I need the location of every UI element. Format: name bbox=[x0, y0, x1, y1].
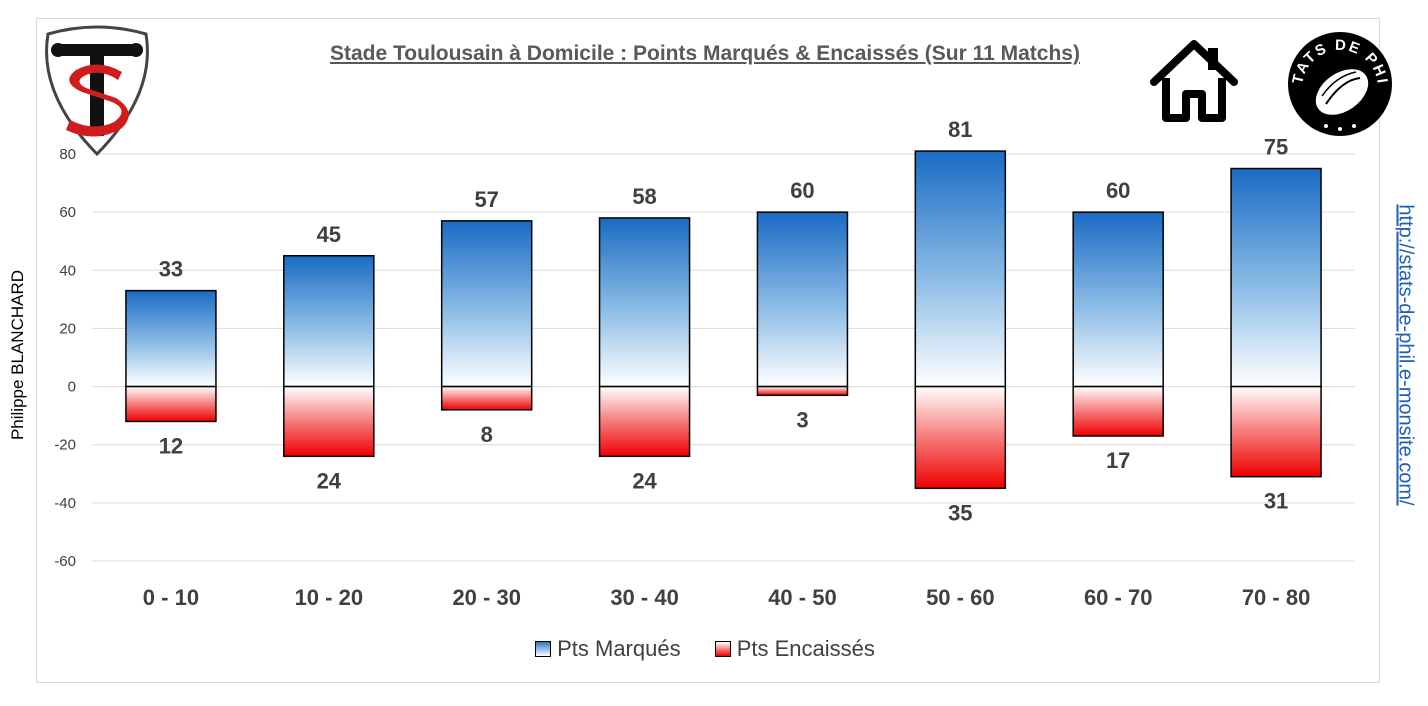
chart-title: Stade Toulousain à Domicile : Points Mar… bbox=[330, 42, 1080, 65]
x-tick-label: 70 - 80 bbox=[1242, 585, 1311, 610]
bar-scored[interactable] bbox=[125, 289, 217, 388]
legend-item-scored[interactable]: Pts Marqués bbox=[535, 635, 681, 662]
y-tick-label: 0 bbox=[68, 379, 76, 396]
y-tick-label: 80 bbox=[59, 146, 76, 163]
legend-item-conceded[interactable]: Pts Encaissés bbox=[714, 635, 875, 662]
x-tick-label: 40 - 50 bbox=[768, 585, 837, 610]
bar-conceded[interactable] bbox=[914, 385, 1007, 490]
legend-label-conceded: Pts Encaissés bbox=[736, 635, 875, 661]
data-label-conceded: 35 bbox=[948, 500, 972, 525]
y-tick-label: 60 bbox=[59, 204, 76, 221]
bar-scored[interactable] bbox=[440, 220, 533, 388]
data-label-scored: 81 bbox=[948, 117, 972, 142]
x-tick-label: 0 - 10 bbox=[143, 585, 199, 610]
y-tick-label: -60 bbox=[54, 553, 76, 570]
data-label-conceded: 17 bbox=[1106, 448, 1130, 473]
bar-conceded[interactable] bbox=[440, 385, 533, 411]
bar-scored[interactable] bbox=[1072, 211, 1164, 388]
x-tick-label: 30 - 40 bbox=[610, 585, 679, 610]
y-tick-label: 40 bbox=[59, 262, 76, 279]
data-label-scored: 33 bbox=[159, 257, 183, 282]
x-tick-label: 60 - 70 bbox=[1084, 585, 1153, 610]
bar-conceded[interactable] bbox=[1072, 385, 1164, 437]
bar-scored[interactable] bbox=[1230, 167, 1322, 388]
y-tick-label: -20 bbox=[54, 437, 76, 454]
bar-conceded[interactable] bbox=[125, 385, 217, 423]
data-label-conceded: 8 bbox=[481, 422, 493, 447]
data-label-conceded: 31 bbox=[1264, 489, 1288, 514]
y-tick-label: 20 bbox=[59, 320, 76, 337]
bar-scored[interactable] bbox=[598, 217, 691, 388]
data-label-scored: 75 bbox=[1264, 135, 1288, 160]
x-tick-label: 50 - 60 bbox=[926, 585, 995, 610]
data-label-scored: 57 bbox=[474, 187, 498, 212]
bar-conceded[interactable] bbox=[283, 385, 375, 458]
legend-swatch-conceded bbox=[714, 640, 731, 657]
data-label-scored: 58 bbox=[632, 184, 656, 209]
x-tick-label: 20 - 30 bbox=[452, 585, 521, 610]
y-axis-label: Philippe BLANCHARD bbox=[8, 269, 27, 441]
x-tick-label: 10 - 20 bbox=[295, 585, 364, 610]
bar-conceded[interactable] bbox=[756, 385, 849, 397]
stade-toulousain-logo-icon bbox=[45, 25, 149, 157]
data-label-scored: 45 bbox=[317, 222, 341, 247]
website-link[interactable]: http://stats-de-phil.e-monsite.com/ bbox=[1394, 204, 1417, 506]
data-label-scored: 60 bbox=[790, 178, 814, 203]
bar-conceded[interactable] bbox=[598, 385, 691, 458]
data-label-scored: 60 bbox=[1106, 178, 1130, 203]
bar-scored[interactable] bbox=[914, 150, 1007, 388]
data-label-conceded: 24 bbox=[317, 468, 342, 493]
y-tick-label: -40 bbox=[54, 495, 76, 512]
stats-de-phil-logo-icon: STATS DE PHIL bbox=[1286, 30, 1392, 136]
house-icon bbox=[1150, 40, 1238, 122]
legend-swatch-scored bbox=[535, 640, 552, 657]
legend-label-scored: Pts Marqués bbox=[557, 635, 681, 661]
data-label-conceded: 12 bbox=[159, 433, 183, 458]
data-label-conceded: 24 bbox=[632, 468, 657, 493]
bar-conceded[interactable] bbox=[1230, 385, 1322, 478]
legend: Pts Marqués Pts Encaissés bbox=[0, 634, 1410, 662]
bar-scored[interactable] bbox=[756, 211, 849, 388]
bar-scored[interactable] bbox=[283, 255, 375, 388]
data-label-conceded: 3 bbox=[796, 407, 808, 432]
